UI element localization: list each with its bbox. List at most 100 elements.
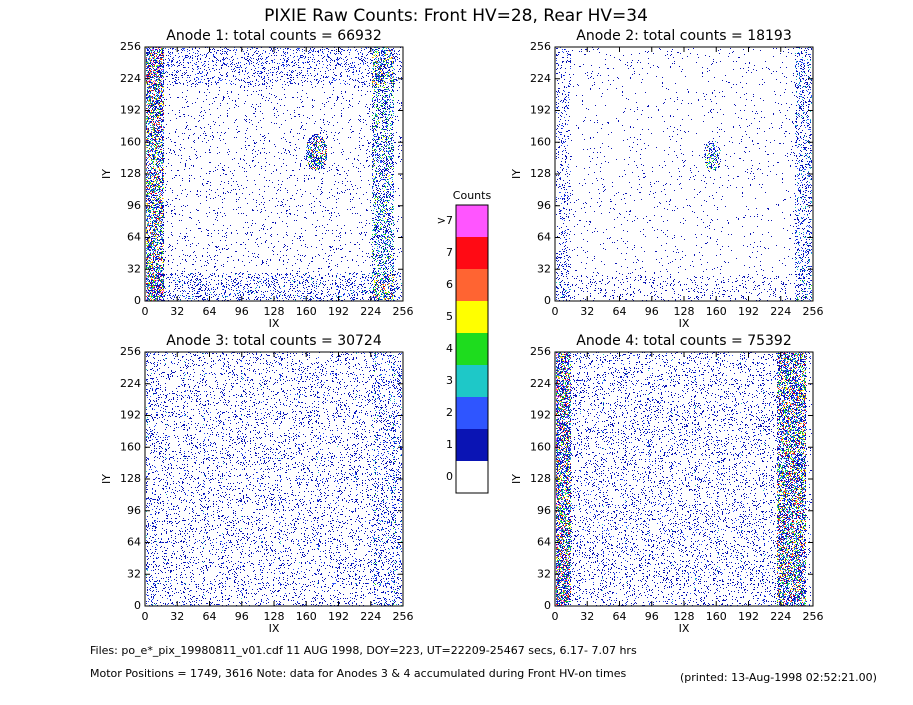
x-tick-label: 160	[706, 305, 727, 318]
y-tick-label: 96	[127, 504, 141, 517]
y-tick-label: 256	[120, 345, 141, 358]
y-tick-label: 256	[530, 345, 551, 358]
panel-title: Anode 4: total counts = 75392	[576, 333, 791, 349]
x-axis-label: IX	[679, 622, 690, 635]
panel-title: Anode 1: total counts = 66932	[166, 28, 381, 44]
x-tick-label: 0	[142, 305, 149, 318]
count-texture	[706, 146, 720, 169]
colorbar-label: 5	[446, 310, 453, 323]
x-tick-label: 160	[296, 305, 317, 318]
colorbar-box	[456, 301, 488, 333]
x-axis-label: IX	[269, 622, 280, 635]
colorbar-label: 6	[446, 278, 453, 291]
x-tick-label: 128	[674, 610, 695, 623]
x-tick-label: 256	[393, 610, 414, 623]
panel-title: Anode 3: total counts = 30724	[166, 333, 382, 349]
colorbar-label: 0	[446, 470, 453, 483]
x-tick-label: 224	[770, 305, 791, 318]
y-tick-label: 192	[120, 409, 141, 422]
y-tick-label: 160	[120, 135, 141, 148]
x-tick-label: 0	[552, 610, 559, 623]
colorbar-label: 7	[446, 246, 453, 259]
x-tick-label: 0	[552, 305, 559, 318]
x-tick-label: 96	[235, 610, 249, 623]
x-tick-label: 64	[613, 305, 627, 318]
x-axis-label: IX	[269, 317, 280, 330]
colorbar-box	[456, 237, 488, 269]
plot-area	[555, 352, 813, 606]
colorbar-box	[456, 397, 488, 429]
x-tick-label: 256	[803, 305, 824, 318]
count-texture	[556, 352, 812, 606]
count-texture	[146, 352, 402, 606]
x-tick-label: 64	[613, 610, 627, 623]
y-tick-label: 96	[537, 199, 551, 212]
plot-area	[555, 47, 813, 301]
y-tick-label: 160	[530, 135, 551, 148]
y-tick-label: 256	[120, 40, 141, 53]
y-tick-label: 224	[530, 72, 551, 85]
y-tick-label: 128	[120, 472, 141, 485]
x-tick-label: 224	[360, 305, 381, 318]
footer-motor: Motor Positions = 1749, 3616 Note: data …	[90, 667, 626, 680]
x-tick-label: 64	[203, 610, 217, 623]
x-tick-label: 32	[170, 305, 184, 318]
x-tick-label: 224	[770, 610, 791, 623]
colorbar-label: >7	[437, 214, 453, 227]
y-tick-label: 32	[127, 567, 141, 580]
y-axis-label: IY	[100, 169, 113, 179]
colorbar-label: 4	[446, 342, 453, 355]
y-tick-label: 128	[120, 167, 141, 180]
y-tick-label: 32	[127, 262, 141, 275]
count-texture	[707, 150, 711, 158]
page-title: PIXIE Raw Counts: Front HV=28, Rear HV=3…	[264, 6, 648, 26]
count-texture	[556, 47, 812, 301]
colorbar-box	[456, 365, 488, 397]
y-tick-label: 64	[127, 536, 141, 549]
y-tick-label: 128	[530, 167, 551, 180]
count-texture	[556, 353, 806, 606]
colorbar-title: Counts	[453, 189, 492, 202]
x-tick-label: 96	[645, 610, 659, 623]
colorbar-box	[456, 269, 488, 301]
x-tick-label: 96	[645, 305, 659, 318]
y-axis-label: IY	[100, 474, 113, 484]
x-tick-label: 128	[264, 305, 285, 318]
x-tick-label: 192	[738, 305, 759, 318]
x-tick-label: 32	[580, 610, 594, 623]
heatmap-panel: Anode 1: total counts = 66932 0 32 64 96 128 1…	[100, 28, 414, 330]
x-tick-label: 0	[142, 610, 149, 623]
y-tick-label: 224	[120, 377, 141, 390]
colorbar-frame	[455, 204, 489, 494]
colorbar-label: 1	[446, 438, 453, 451]
y-tick-label: 64	[537, 536, 551, 549]
x-tick-label: 128	[264, 610, 285, 623]
y-tick-label: 192	[530, 409, 551, 422]
colorbar-label: 2	[446, 406, 453, 419]
x-tick-label: 32	[170, 610, 184, 623]
panel-title: Anode 2: total counts = 18193	[576, 28, 791, 44]
heatmap-panel: Anode 4: total counts = 75392 0 32 64 96 128 1…	[510, 333, 824, 635]
y-tick-label: 0	[134, 599, 141, 612]
colorbar: Counts 0 1 2 3 4 5 6 7 >7	[437, 189, 492, 494]
y-tick-label: 192	[120, 104, 141, 117]
x-tick-label: 192	[328, 610, 349, 623]
plot-area	[145, 47, 403, 301]
y-tick-label: 64	[537, 231, 551, 244]
y-tick-label: 224	[120, 72, 141, 85]
count-texture	[146, 47, 402, 301]
y-tick-label: 96	[127, 199, 141, 212]
x-tick-label: 32	[580, 305, 594, 318]
y-tick-label: 256	[530, 40, 551, 53]
x-tick-label: 128	[674, 305, 695, 318]
y-tick-label: 0	[544, 599, 551, 612]
y-tick-label: 32	[537, 262, 551, 275]
x-tick-label: 64	[203, 305, 217, 318]
y-tick-label: 160	[120, 440, 141, 453]
y-axis-label: IY	[510, 169, 523, 179]
colorbar-box	[456, 461, 488, 493]
colorbar-box	[456, 429, 488, 461]
y-axis-label: IY	[510, 474, 523, 484]
y-tick-label: 160	[530, 440, 551, 453]
